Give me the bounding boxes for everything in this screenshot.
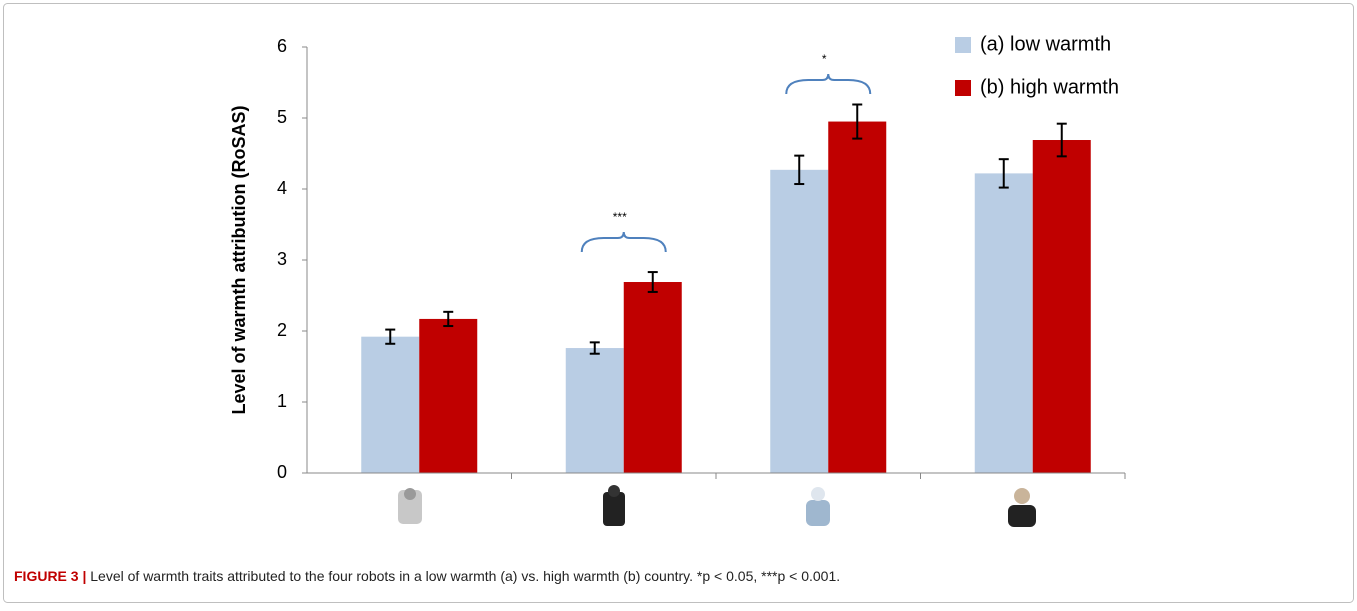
error-bar — [443, 310, 454, 328]
error-bar — [1056, 122, 1067, 158]
caption-text: Level of warmth traits attributed to the… — [90, 568, 840, 584]
robot-icon — [398, 488, 422, 524]
caption: FIGURE 3 | Level of warmth traits attrib… — [14, 568, 840, 584]
bar — [419, 318, 478, 473]
robot-icons — [398, 485, 1036, 527]
significance-bracket — [785, 73, 872, 95]
bar — [623, 282, 682, 473]
significance-label: *** — [613, 210, 627, 224]
caption-label: FIGURE 3 | — [14, 568, 86, 584]
error-bar — [589, 341, 600, 355]
y-tick-label: 4 — [277, 178, 287, 198]
error-bar — [385, 328, 396, 345]
figure-border — [3, 3, 1354, 603]
error-bar — [647, 271, 658, 293]
bar — [361, 336, 420, 473]
bar — [1032, 140, 1091, 473]
y-tick-label: 6 — [277, 36, 287, 56]
y-tick-label: 5 — [277, 107, 287, 127]
bar — [770, 169, 829, 473]
bar — [565, 348, 624, 473]
error-bar — [794, 154, 805, 186]
bar — [828, 121, 887, 474]
y-axis-label: Level of warmth attribution (RoSAS) — [229, 105, 249, 414]
legend-swatch — [955, 37, 971, 53]
y-tick-label: 1 — [277, 391, 287, 411]
significance-label: * — [822, 52, 827, 66]
error-bar — [852, 103, 863, 140]
y-tick-label: 3 — [277, 249, 287, 269]
legend-swatch — [955, 80, 971, 96]
bar — [974, 173, 1033, 473]
legend-label: (b) high warmth — [980, 76, 1119, 98]
error-bar — [998, 158, 1009, 189]
y-tick-label: 0 — [277, 462, 287, 482]
significance-bracket — [580, 231, 667, 253]
robot-icon — [603, 485, 625, 526]
y-tick-label: 2 — [277, 320, 287, 340]
legend-label: (a) low warmth — [980, 33, 1111, 55]
robot-icon — [1008, 488, 1036, 527]
robot-icon — [806, 487, 830, 526]
